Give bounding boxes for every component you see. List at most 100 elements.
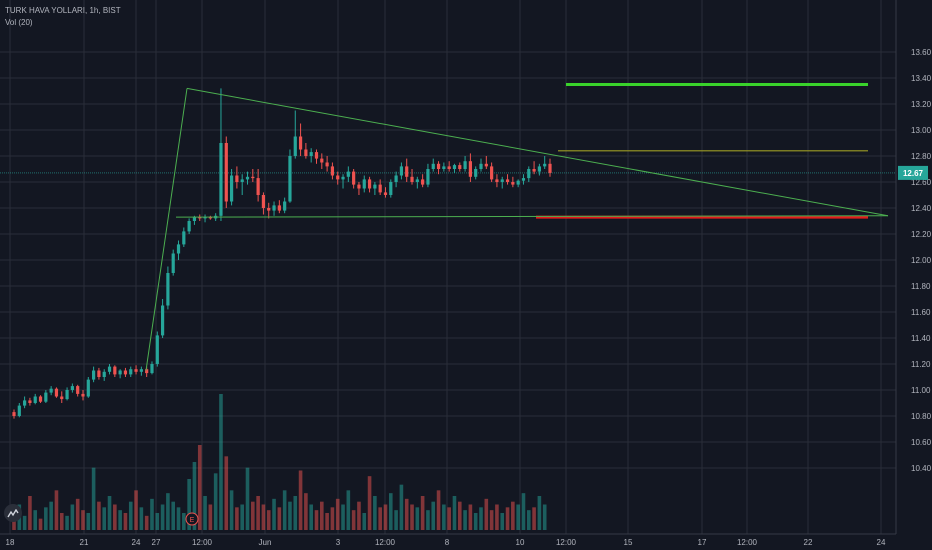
candle-body [235, 175, 239, 182]
volume-bar [171, 501, 176, 530]
volume-bar [208, 504, 213, 530]
volume-bar [22, 515, 27, 530]
candle-body [421, 179, 425, 185]
volume-bar [65, 515, 69, 530]
volume-bar [457, 501, 462, 530]
x-tick-label: 24 [132, 538, 141, 547]
volume-bar [415, 507, 420, 530]
volume-bar [224, 456, 229, 530]
candle-body [198, 217, 202, 219]
x-tick-label: 15 [624, 538, 633, 547]
candle-body [415, 179, 419, 182]
candle-body [304, 149, 308, 156]
volume-bar [123, 513, 128, 530]
volume-bar [537, 496, 542, 530]
candle-body [442, 166, 446, 169]
candle-body [314, 152, 319, 159]
candle-body [139, 369, 143, 372]
candle-body [203, 217, 207, 219]
candle-body [166, 273, 170, 306]
volume-bar [155, 513, 160, 530]
candle-body [516, 180, 520, 185]
volume-bar [160, 504, 165, 530]
candle-body [86, 379, 90, 397]
candle-body [107, 366, 112, 372]
candle-body [378, 184, 382, 193]
earnings-e-icon: E [185, 512, 199, 526]
volume-bar [426, 510, 430, 530]
last-price-label-bg [898, 165, 928, 180]
candle-body [113, 366, 117, 375]
volume-bar [70, 504, 75, 530]
volume-bar [505, 507, 510, 530]
candle-body [367, 179, 372, 189]
tradingview-logo-icon[interactable] [4, 504, 22, 522]
volume-bar [298, 470, 303, 530]
candle-body [12, 412, 16, 416]
candle-body [336, 175, 340, 180]
y-tick-label: 11.20 [911, 360, 931, 369]
candle-body [458, 165, 462, 169]
candle-body [261, 195, 266, 208]
candle-body [65, 390, 69, 400]
candle-body [38, 396, 43, 402]
candle-body [118, 370, 122, 375]
candle-body [44, 392, 48, 402]
volume-bar [139, 507, 144, 530]
candle-body [224, 143, 228, 202]
volume-bar [219, 394, 223, 530]
volume-bar [516, 504, 520, 530]
candle-body [405, 166, 409, 177]
candle-body [277, 205, 281, 211]
volume-bar [394, 510, 398, 530]
volume-bar [272, 498, 276, 530]
candle-body [298, 136, 303, 150]
volume-bar [293, 496, 298, 530]
candle-body [389, 182, 393, 195]
candle-body [537, 166, 541, 172]
candle-body [500, 179, 504, 182]
x-tick-label: Jun [259, 538, 272, 547]
candle-body [283, 201, 287, 211]
candle-body [521, 178, 526, 181]
y-tick-label: 12.20 [911, 230, 932, 239]
chart-legend: TURK HAVA YOLLARI, 1h, BIST Vol (20) [5, 5, 121, 29]
volume-bar [229, 490, 234, 530]
volume-bar [495, 504, 499, 530]
candle-body [394, 175, 398, 182]
volume-bar [314, 510, 319, 530]
grid [0, 0, 896, 534]
volume-bar [28, 496, 32, 530]
volume-bar [479, 507, 483, 530]
volume-bar [166, 493, 170, 530]
candle-body [134, 369, 138, 372]
x-tick-label: 17 [698, 538, 707, 547]
volume-bar [489, 510, 494, 530]
volume-bar [532, 507, 536, 530]
volume-bar [134, 490, 138, 530]
candle-body [511, 182, 515, 185]
volume-bar [54, 490, 59, 530]
volume-bar [197, 445, 202, 530]
candle-body [150, 364, 154, 374]
candle-body [256, 178, 260, 195]
flagpole-line [145, 88, 188, 371]
candle-body [436, 163, 441, 169]
volume-bar [86, 513, 91, 530]
y-tick-label: 12.40 [911, 204, 932, 213]
candle-body [81, 393, 85, 397]
lower-trendline [175, 215, 889, 218]
candle-body [543, 163, 547, 167]
candle-body [527, 169, 531, 179]
volume-bar [473, 513, 478, 530]
volume-bar [526, 510, 531, 530]
x-tick-label: 27 [152, 538, 161, 547]
candle-body [426, 169, 430, 185]
candle-body [373, 184, 377, 189]
volume-bar [75, 498, 80, 530]
volume-bar [341, 504, 345, 530]
candle-body [330, 166, 335, 176]
volume-bar [240, 504, 244, 530]
